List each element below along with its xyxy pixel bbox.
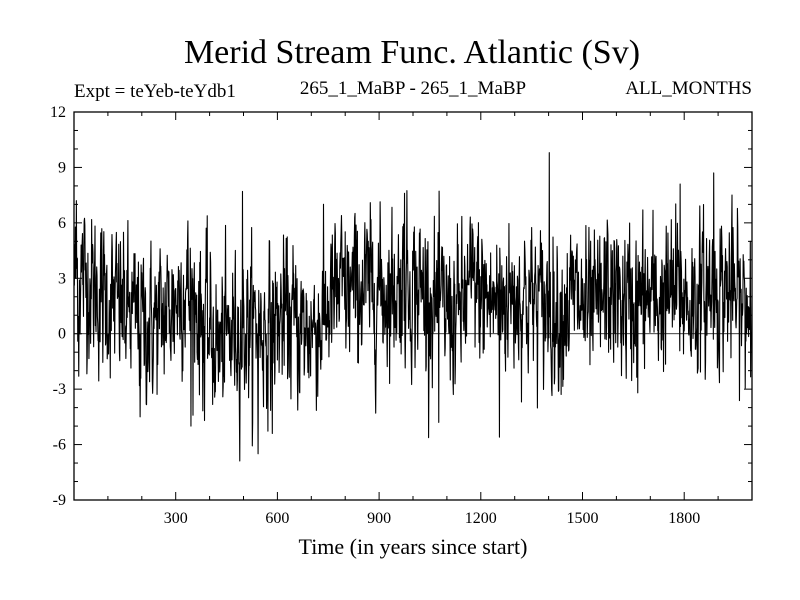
y-tick-label: 0 (58, 326, 66, 343)
x-tick-label: 1200 (465, 510, 497, 527)
x-tick-label: 600 (265, 510, 289, 527)
months-label: ALL_MONTHS (625, 78, 752, 99)
x-tick-label: 300 (164, 510, 188, 527)
y-tick-label: -3 (53, 381, 66, 398)
chart-title: Merid Stream Func. Atlantic (Sv) (184, 34, 640, 71)
data-series-line (73, 152, 753, 462)
period-label: 265_1_MaBP - 265_1_MaBP (300, 78, 526, 99)
x-tick-label: 900 (367, 510, 391, 527)
y-tick-label: -9 (53, 492, 66, 509)
x-axis-label: Time (in years since start) (299, 534, 528, 559)
y-tick-label: -6 (53, 437, 66, 454)
x-tick-label: 1500 (567, 510, 599, 527)
y-tick-label: 6 (58, 215, 66, 232)
y-tick-label: 9 (58, 159, 66, 176)
y-tick-label: 3 (58, 270, 66, 287)
experiment-label: Expt = teYeb-teYdb1 (74, 81, 236, 102)
series-layer (73, 152, 753, 462)
x-tick-label: 1800 (668, 510, 700, 527)
axes-layer: -9 -6 -3 0 3 6 9 12 300 600 900 1200 1500 1800 (50, 104, 752, 527)
y-tick-label: 12 (50, 104, 66, 121)
